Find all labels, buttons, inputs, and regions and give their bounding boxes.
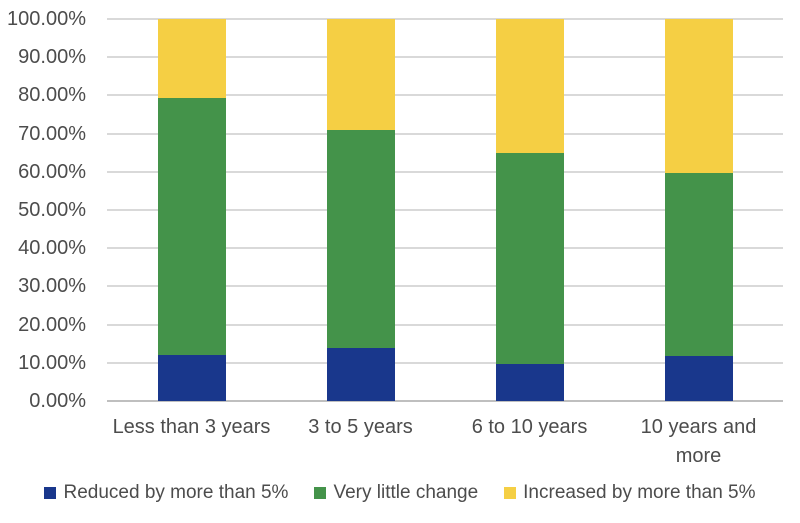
y-axis-tick-label: 70.00%: [18, 122, 86, 145]
bar-10-years-and-more: [664, 19, 733, 401]
x-axis-category-label: Less than 3 years: [112, 416, 271, 438]
bar-segment-very-little-change: [157, 98, 226, 356]
bar-segment-increased-by-more-than-5: [495, 19, 564, 154]
gridline: [107, 18, 783, 20]
legend-label-very-little-change: Very little change: [333, 482, 479, 503]
x-axis-category-label: 3 to 5 years: [308, 416, 413, 438]
gridline: [107, 209, 783, 211]
y-axis-tick-label: 50.00%: [18, 199, 86, 221]
bar-less-than-3-years: [157, 19, 226, 401]
bar-segment-reduced-by-more-than-5: [664, 355, 733, 401]
gridline: [107, 323, 783, 326]
gridline: [107, 94, 783, 97]
gridline: [107, 285, 783, 288]
legend-item-reduced: Reduced by more than 5%: [44, 482, 288, 504]
bar-3-to-5-years: [326, 19, 395, 401]
bar-segment-reduced-by-more-than-5: [157, 355, 226, 401]
bar-segment-increased-by-more-than-5: [157, 19, 226, 99]
y-axis-tick-label: 20.00%: [18, 313, 86, 336]
gridline: [107, 56, 783, 59]
legend-swatch-reduced-icon: [44, 487, 57, 499]
gridline: [107, 170, 783, 173]
gridline: [107, 132, 783, 135]
legend-swatch-increased-icon: [504, 487, 517, 499]
x-axis-line: [107, 400, 783, 402]
y-axis-tick-label: 0.00%: [29, 390, 86, 412]
bar-segment-reduced-by-more-than-5: [326, 347, 395, 401]
x-axis-category-label: 10 years and more: [640, 416, 757, 467]
bar-segment-reduced-by-more-than-5: [495, 363, 564, 401]
y-axis-tick-label: 10.00%: [18, 351, 86, 374]
legend: Reduced by more than 5% Very little chan…: [0, 482, 800, 504]
bar-segment-very-little-change: [664, 172, 733, 356]
legend-swatch-very-little-change-icon: [314, 487, 327, 499]
legend-item-very-little-change: Very little change: [314, 482, 478, 504]
y-axis-tick-label: 60.00%: [18, 160, 86, 183]
gridline: [107, 361, 783, 364]
legend-label-reduced: Reduced by more than 5%: [63, 482, 289, 503]
bar-segment-very-little-change: [326, 129, 395, 348]
gridline: [107, 247, 783, 250]
y-axis-tick-label: 40.00%: [18, 237, 86, 260]
bar-6-to-10-years: [495, 19, 564, 401]
bar-segment-increased-by-more-than-5: [664, 19, 733, 173]
y-axis-tick-label: 90.00%: [18, 46, 86, 69]
bar-segment-very-little-change: [495, 153, 564, 364]
bar-segment-increased-by-more-than-5: [326, 19, 395, 130]
legend-label-increased: Increased by more than 5%: [523, 482, 756, 503]
y-axis-tick-label: 80.00%: [18, 84, 86, 107]
y-axis-tick-label: 30.00%: [18, 275, 86, 298]
x-axis-category-label: 6 to 10 years: [471, 416, 588, 438]
y-axis-tick-label: 100.00%: [7, 8, 86, 30]
legend-item-increased: Increased by more than 5%: [504, 482, 756, 504]
